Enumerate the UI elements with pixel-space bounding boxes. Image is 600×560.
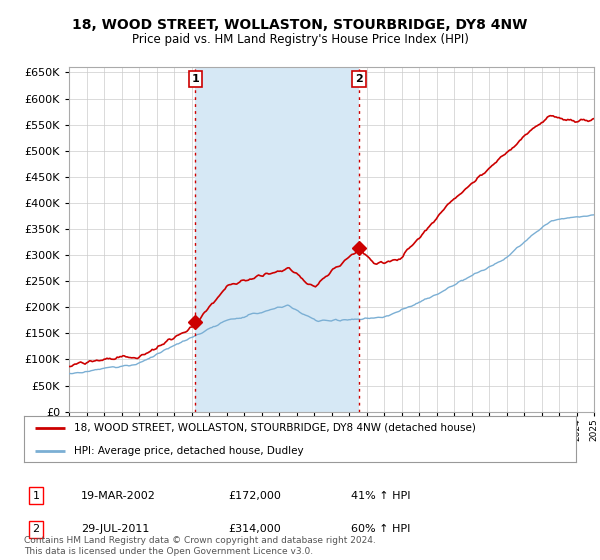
Text: £314,000: £314,000 bbox=[228, 524, 281, 534]
Text: 1: 1 bbox=[32, 491, 40, 501]
Text: 60% ↑ HPI: 60% ↑ HPI bbox=[351, 524, 410, 534]
Text: Price paid vs. HM Land Registry's House Price Index (HPI): Price paid vs. HM Land Registry's House … bbox=[131, 32, 469, 46]
Text: 18, WOOD STREET, WOLLASTON, STOURBRIDGE, DY8 4NW: 18, WOOD STREET, WOLLASTON, STOURBRIDGE,… bbox=[73, 18, 527, 32]
Bar bbox=[196, 67, 359, 412]
Text: 2: 2 bbox=[355, 74, 363, 84]
Text: 29-JUL-2011: 29-JUL-2011 bbox=[81, 524, 149, 534]
Text: £172,000: £172,000 bbox=[228, 491, 281, 501]
Text: 18, WOOD STREET, WOLLASTON, STOURBRIDGE, DY8 4NW (detached house): 18, WOOD STREET, WOLLASTON, STOURBRIDGE,… bbox=[74, 423, 476, 432]
Text: 1: 1 bbox=[191, 74, 199, 84]
Text: 41% ↑ HPI: 41% ↑ HPI bbox=[351, 491, 410, 501]
Text: 19-MAR-2002: 19-MAR-2002 bbox=[81, 491, 156, 501]
Text: 2: 2 bbox=[32, 524, 40, 534]
Text: Contains HM Land Registry data © Crown copyright and database right 2024.
This d: Contains HM Land Registry data © Crown c… bbox=[24, 536, 376, 556]
Text: HPI: Average price, detached house, Dudley: HPI: Average price, detached house, Dudl… bbox=[74, 446, 304, 455]
